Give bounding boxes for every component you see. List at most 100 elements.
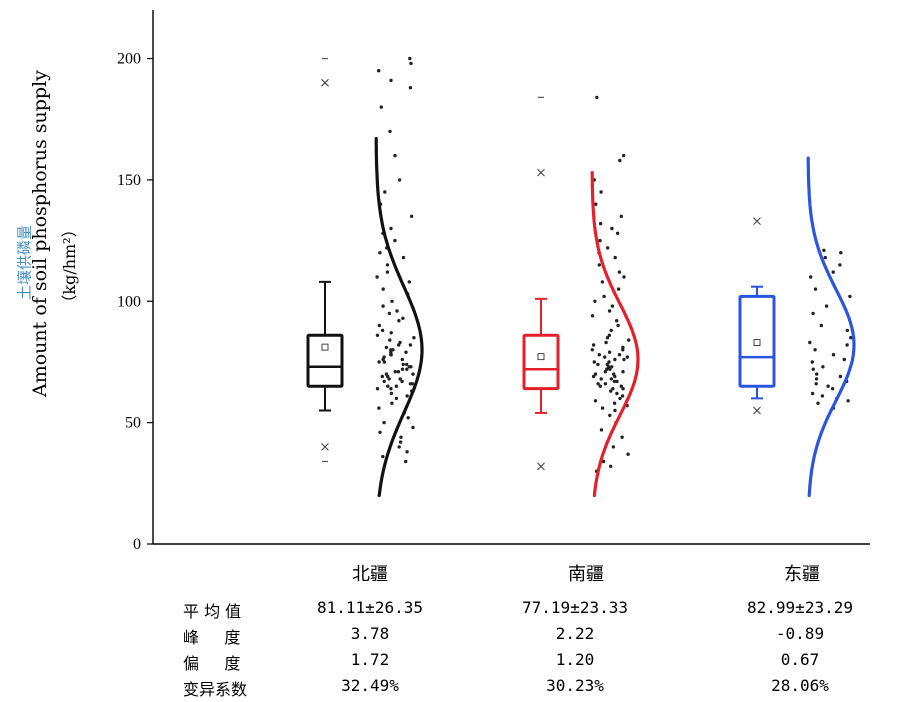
data-point	[612, 379, 617, 384]
data-point	[404, 350, 408, 354]
stats-row-skewness: 偏 度 1.72 1.20 0.67	[0, 650, 909, 676]
data-point	[405, 450, 409, 454]
data-point	[377, 323, 381, 328]
data-point	[400, 379, 404, 384]
data-point	[382, 379, 386, 384]
stats-label: 变异系数	[183, 680, 248, 699]
data-point	[821, 365, 825, 369]
data-point	[849, 336, 853, 340]
data-point	[412, 336, 416, 340]
x-tick-label: 东疆	[784, 564, 820, 585]
data-point	[815, 372, 819, 376]
data-point	[399, 435, 403, 439]
data-point	[607, 350, 612, 354]
data-point	[816, 401, 820, 405]
data-point	[398, 340, 402, 345]
stats-label: 偏 度	[183, 654, 241, 673]
data-point	[600, 280, 605, 284]
data-point	[411, 372, 415, 376]
data-point	[616, 323, 620, 328]
data-point	[389, 353, 393, 357]
stats-value: 1.72	[350, 650, 390, 669]
box	[738, 294, 776, 388]
data-point	[603, 370, 607, 374]
data-point	[597, 353, 601, 357]
data-point	[611, 445, 616, 449]
data-point	[613, 408, 617, 413]
data-point	[388, 129, 392, 134]
data-point	[401, 255, 406, 260]
data-point	[603, 382, 608, 386]
data-point	[591, 374, 596, 379]
axes: 0 50 100 150 200 北疆 南疆 东疆	[117, 10, 870, 585]
data-point	[381, 304, 385, 308]
data-point	[405, 394, 409, 398]
data-point	[830, 387, 835, 391]
data-point	[608, 413, 612, 418]
outlier-marker	[321, 78, 329, 87]
data-point	[594, 202, 598, 206]
data-point	[390, 299, 394, 303]
x-tick-label: 北疆	[352, 564, 388, 585]
y-axis-label-english: Amount of soil phosphorus supply	[29, 70, 51, 397]
data-point	[401, 316, 405, 320]
data-point	[819, 323, 823, 328]
data-point	[811, 367, 815, 371]
data-point	[593, 299, 597, 303]
data-point	[842, 357, 846, 362]
stats-value: 81.11±26.35	[317, 598, 423, 617]
density-curve	[374, 137, 424, 498]
chart-plot: 0 50 100 150 200 北疆 南疆 东疆	[117, 10, 870, 585]
data-point	[619, 214, 623, 218]
density-curve	[806, 156, 856, 498]
data-point	[405, 367, 409, 371]
data-point	[600, 406, 605, 410]
data-point	[398, 377, 402, 381]
data-point	[380, 374, 384, 379]
data-point	[389, 391, 394, 396]
data-point	[615, 319, 619, 323]
stats-row-kurtosis: 峰 度 3.78 2.22 -0.89	[0, 624, 909, 650]
data-point	[831, 270, 835, 274]
data-point	[601, 459, 606, 464]
data-point	[813, 348, 817, 352]
stats-value: 3.78	[350, 624, 390, 643]
data-point	[615, 379, 619, 384]
data-point	[845, 328, 849, 333]
data-point	[389, 387, 393, 391]
data-point	[604, 340, 608, 345]
data-point	[383, 190, 387, 194]
data-point	[397, 445, 401, 449]
stats-value: 30.23%	[546, 676, 604, 695]
data-point	[396, 370, 401, 374]
stats-value: 2.22	[555, 624, 595, 643]
data-point	[398, 440, 403, 444]
y-tick-label: 0	[133, 536, 141, 553]
data-point	[617, 353, 622, 357]
density-curve	[590, 171, 640, 498]
stats-value: 82.99±23.29	[747, 598, 853, 617]
data-point	[599, 377, 603, 381]
data-point	[610, 226, 614, 231]
data-point	[598, 221, 603, 226]
data-point	[605, 367, 609, 371]
data-point	[381, 454, 385, 459]
data-point	[407, 280, 411, 284]
data-point	[608, 367, 612, 371]
chart-marks	[306, 56, 856, 498]
data-point	[839, 251, 843, 255]
data-point	[617, 270, 622, 274]
data-point	[838, 263, 842, 267]
data-point	[411, 425, 415, 430]
stats-value: 32.49%	[341, 676, 399, 695]
data-point	[377, 406, 381, 410]
data-point	[393, 238, 397, 243]
y-axis-unit: （kg/hm²）	[60, 221, 79, 311]
data-point	[389, 78, 393, 83]
data-point	[385, 270, 390, 274]
data-point	[593, 372, 598, 376]
data-point	[810, 360, 814, 364]
y-tick-label: 100	[117, 293, 141, 310]
data-point	[593, 399, 598, 403]
data-point	[621, 348, 625, 352]
